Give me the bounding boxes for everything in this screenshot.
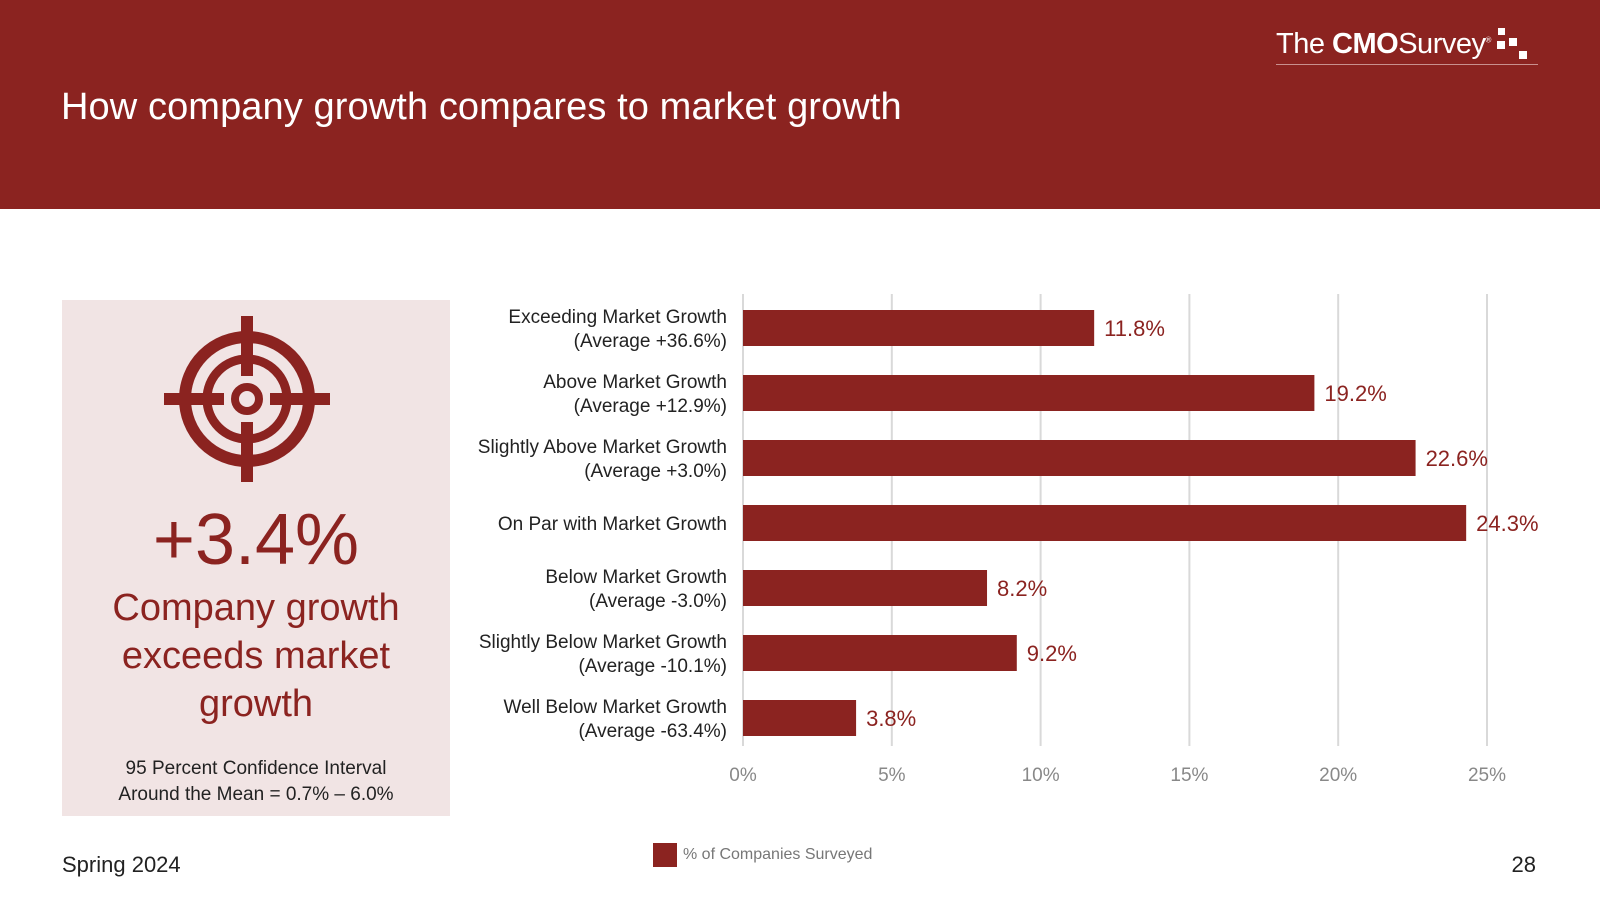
category-label: (Average -63.4%)	[578, 721, 727, 742]
cmo-survey-logo: The CMOSurvey®	[1276, 26, 1566, 66]
headline-value: +3.4%	[152, 500, 360, 580]
logo-underline	[1276, 64, 1538, 65]
logo-registered-mark: ®	[1485, 35, 1491, 45]
summary-panel: +3.4% Company growth exceeds market grow…	[62, 300, 450, 816]
bar-value-label: 3.8%	[866, 706, 916, 731]
category-label: Slightly Below Market Growth	[479, 632, 727, 653]
ci-line-2: Around the Mean = 0.7% – 6.0%	[118, 784, 394, 805]
logo-word-the: The	[1276, 28, 1325, 60]
x-tick-label: 15%	[1170, 765, 1208, 786]
logo-text: The CMOSurvey®	[1276, 28, 1491, 61]
category-label: (Average -3.0%)	[589, 591, 727, 612]
category-label: Exceeding Market Growth	[508, 307, 727, 328]
bar	[743, 505, 1467, 541]
x-tick-label: 20%	[1319, 765, 1357, 786]
legend-label: % of Companies Surveyed	[683, 846, 873, 863]
x-tick-label: 5%	[878, 765, 906, 786]
x-tick-label: 10%	[1022, 765, 1060, 786]
bar	[743, 570, 988, 606]
x-tick-label: 25%	[1468, 765, 1506, 786]
header-banner: How company growth compares to market gr…	[0, 0, 1600, 209]
bar	[743, 440, 1416, 476]
category-label: (Average +36.6%)	[574, 331, 727, 352]
category-label: Below Market Growth	[545, 567, 727, 588]
bar-value-label: 11.8%	[1104, 316, 1165, 341]
bar-value-label: 22.6%	[1426, 446, 1488, 471]
bar	[743, 310, 1095, 346]
legend-swatch	[653, 843, 677, 867]
x-tick-label: 0%	[729, 765, 757, 786]
bar	[743, 700, 857, 736]
footer-season: Spring 2024	[62, 852, 181, 877]
category-label: On Par with Market Growth	[498, 514, 727, 535]
ci-line-1: 95 Percent Confidence Interval	[125, 758, 387, 779]
category-label: (Average +12.9%)	[574, 396, 727, 417]
confidence-interval-note: 95 Percent Confidence Interval Around th…	[62, 756, 450, 808]
page-title: How company growth compares to market gr…	[61, 86, 902, 128]
category-label: Above Market Growth	[543, 372, 727, 393]
bar	[743, 375, 1315, 411]
bar-value-label: 19.2%	[1324, 381, 1386, 406]
bar	[743, 635, 1017, 671]
bar-value-label: 8.2%	[997, 576, 1047, 601]
target-icon	[164, 316, 330, 482]
headline-caption: Company growth exceeds market growth	[112, 587, 400, 725]
logo-squares-icon	[1497, 28, 1527, 59]
category-label: (Average -10.1%)	[578, 656, 727, 677]
logo-word-survey: Survey	[1398, 28, 1486, 60]
category-label: (Average +3.0%)	[584, 461, 727, 482]
bar-value-label: 9.2%	[1027, 641, 1077, 666]
bar-value-label: 24.3%	[1476, 511, 1538, 536]
category-label: Well Below Market Growth	[504, 697, 728, 718]
category-label: Slightly Above Market Growth	[478, 437, 727, 458]
logo-word-cmo: CMO	[1332, 28, 1399, 60]
page-number: 28	[1511, 852, 1536, 877]
